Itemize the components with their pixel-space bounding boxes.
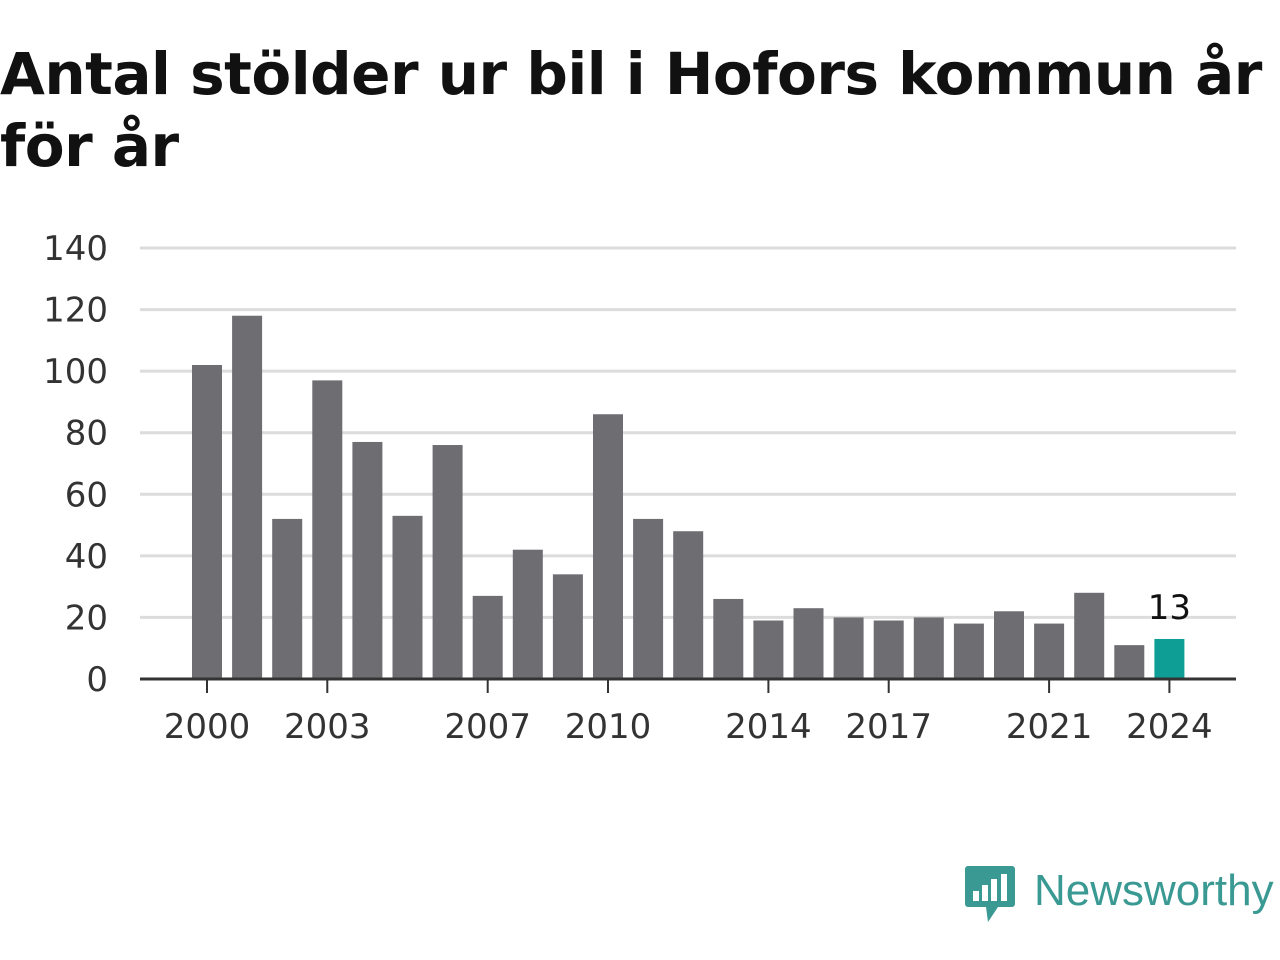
bar (633, 518, 664, 679)
x-tick-label: 2014 (725, 707, 812, 747)
bar (953, 623, 984, 679)
x-axis (140, 677, 1236, 693)
y-tick-label: 140 (43, 229, 108, 269)
bar (593, 414, 623, 679)
bar (232, 315, 263, 679)
labels: 0 20 40 60 80 100 120 140 13 2000 2003 2007 2010 2014… (43, 229, 1213, 747)
newsworthy-logo-text: Newsworthy (1034, 866, 1274, 915)
bar (392, 515, 423, 679)
bar (272, 518, 303, 679)
x-tick-label: 2007 (444, 707, 531, 747)
x-tick-label: 2017 (845, 707, 932, 747)
bar (512, 549, 543, 679)
bars (192, 315, 1185, 679)
y-tick-label: 120 (43, 291, 108, 331)
y-tick-label: 100 (43, 352, 108, 392)
bar-highlight (1154, 638, 1185, 679)
bar (352, 441, 383, 679)
chart-title: Antal stölder ur bil i Hofors kommun år … (0, 40, 1262, 180)
data-label: 13 (1148, 588, 1191, 628)
bar (994, 611, 1024, 679)
bar (793, 608, 824, 679)
x-tick-label: 2010 (565, 707, 652, 747)
bar (312, 380, 343, 679)
y-tick-label: 60 (65, 475, 108, 515)
bar (432, 445, 463, 679)
newsworthy-logo: Newsworthy (964, 864, 1274, 928)
bar (192, 364, 222, 679)
bar (713, 598, 744, 679)
bar (1034, 623, 1065, 679)
y-tick-label: 40 (65, 537, 108, 577)
x-tick-label: 2003 (284, 707, 371, 747)
bar (552, 574, 583, 679)
bar (1114, 645, 1145, 679)
bar (472, 595, 503, 679)
x-tick-label: 2024 (1126, 707, 1213, 747)
bar (753, 620, 784, 679)
y-tick-label: 80 (65, 414, 108, 454)
x-tick-label: 2000 (164, 707, 251, 747)
newsworthy-logo-icon (965, 866, 1015, 922)
y-tick-label: 20 (65, 598, 108, 638)
x-tick-label: 2021 (1006, 707, 1093, 747)
bar (833, 617, 864, 679)
bar (913, 617, 944, 679)
bar (873, 620, 904, 679)
bar-chart: 0 20 40 60 80 100 120 140 13 2000 2003 2007 2010 2014… (43, 229, 1236, 747)
bar (673, 531, 704, 679)
bar (1074, 592, 1105, 679)
y-tick-label: 0 (86, 660, 108, 700)
